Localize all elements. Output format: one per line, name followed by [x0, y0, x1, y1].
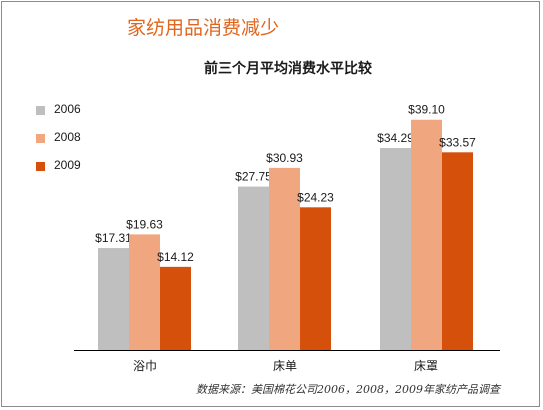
- chart-title: 前三个月平均消费水平比较: [204, 61, 372, 77]
- category-label-1: 床单: [273, 359, 297, 373]
- data-label-2009-0: $14.12: [157, 250, 194, 264]
- category-label-0: 浴巾: [133, 359, 157, 373]
- legend-swatch-2009: [36, 162, 45, 171]
- source-note: 数据来源：美国棉花公司2006，2008，2009年家纺产品调查: [196, 383, 500, 396]
- category-label-2: 床罩: [414, 359, 438, 373]
- data-label-2009-1: $24.23: [297, 190, 334, 204]
- legend-label-2009: 2009: [54, 158, 81, 172]
- legend-swatch-2008: [36, 134, 45, 143]
- bar-2006-2: [380, 148, 411, 350]
- bar-2006-1: [238, 186, 269, 350]
- legend-label-2008: 2008: [54, 130, 81, 144]
- data-label-2006-1: $27.75: [235, 170, 272, 184]
- page-title: 家纺用品消费减少: [127, 17, 280, 39]
- data-label-2008-2: $39.10: [408, 103, 445, 117]
- bar-2009-2: [442, 152, 473, 350]
- data-label-2006-2: $34.29: [377, 131, 414, 145]
- legend-label-2006: 2006: [54, 102, 81, 116]
- legend-swatch-2006: [36, 106, 45, 115]
- data-label-2006-0: $17.31: [95, 231, 132, 245]
- bar-2008-0: [129, 234, 160, 350]
- data-label-2009-2: $33.57: [439, 135, 476, 149]
- bar-2009-1: [300, 207, 331, 350]
- data-label-2008-1: $30.93: [266, 151, 303, 165]
- bar-2006-0: [98, 248, 129, 350]
- data-label-2008-0: $19.63: [126, 217, 163, 231]
- bar-2009-0: [160, 266, 191, 350]
- bar-2008-2: [411, 119, 442, 350]
- bar-2008-1: [269, 167, 300, 350]
